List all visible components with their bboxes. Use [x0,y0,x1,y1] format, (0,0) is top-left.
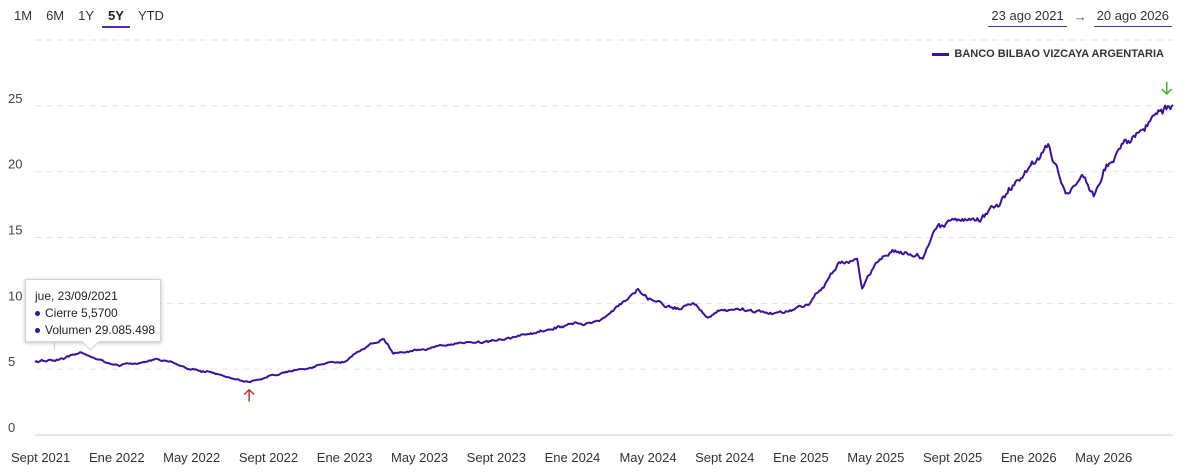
data-tooltip: jue, 23/09/2021 Cierre 5,5700 Volumen 29… [25,279,161,342]
x-tick-label: May 2022 [163,450,220,465]
series-line [34,104,1174,384]
min-marker-arrow [243,388,255,402]
range-5y-button[interactable]: 5Y [102,6,130,28]
y-tick-label: 15 [8,223,22,238]
tooltip-volume: Volumen 29.085.498 [45,323,156,337]
x-tick-label: Sept 2025 [923,450,982,465]
x-tick-label: Sept 2023 [467,450,526,465]
start-date-field[interactable]: 23 ago 2021 [988,6,1067,27]
y-tick-label: 20 [8,157,22,172]
y-axis-labels: 0 5 10 15 20 25 [8,91,22,435]
x-tick-label: Ene 2024 [545,450,601,465]
x-tick-label: Sept 2024 [695,450,754,465]
range-selector: 1M 6M 1Y 5Y YTD [8,6,170,28]
chart-legend[interactable]: BANCO BILBAO VIZCAYA ARGENTARIA [932,48,1164,60]
x-tick-label: Ene 2026 [1001,450,1057,465]
end-date-field[interactable]: 20 ago 2026 [1093,6,1172,27]
grid-lines [35,39,1173,436]
y-tick-label: 5 [8,354,15,369]
x-tick-label: May 2025 [847,450,904,465]
range-6m-button[interactable]: 6M [46,8,65,23]
max-marker-arrow [1161,81,1173,95]
legend-label: BANCO BILBAO VIZCAYA ARGENTARIA [954,48,1164,60]
range-1m-button[interactable]: 1M [14,8,33,23]
markers [53,81,1173,402]
y-tick-label: 25 [8,91,22,106]
x-tick-label: Sept 2022 [239,450,298,465]
tooltip-close-row: Cierre 5,5700 [35,305,160,322]
x-tick-label: Sept 2021 [11,450,70,465]
legend-swatch [932,52,950,56]
date-range: 23 ago 2021 → 20 ago 2026 [988,6,1172,27]
x-tick-label: Ene 2025 [773,450,829,465]
tooltip-volume-dot [35,328,40,333]
tooltip-close-dot [35,311,40,316]
date-range-arrow: → [1073,9,1087,24]
x-tick-label: May 2023 [391,450,448,465]
tooltip-date: jue, 23/09/2021 [35,289,118,303]
x-tick-label: May 2024 [619,450,676,465]
x-tick-label: May 2026 [1075,450,1132,465]
series-layer [34,104,1174,384]
tooltip-volume-row: Volumen 29.085.498 [35,322,160,339]
x-tick-label: Ene 2022 [89,450,145,465]
y-tick-label: 10 [8,288,22,303]
x-tick-label: Ene 2023 [317,450,373,465]
tooltip-close: Cierre 5,5700 [45,306,118,320]
x-axis-labels: Sept 2021 Ene 2022 May 2022 Sept 2022 Ene 20… [11,450,1132,465]
range-ytd-button[interactable]: YTD [137,8,164,23]
range-1y-button[interactable]: 1Y [78,8,95,23]
y-tick-label: 0 [8,420,15,435]
